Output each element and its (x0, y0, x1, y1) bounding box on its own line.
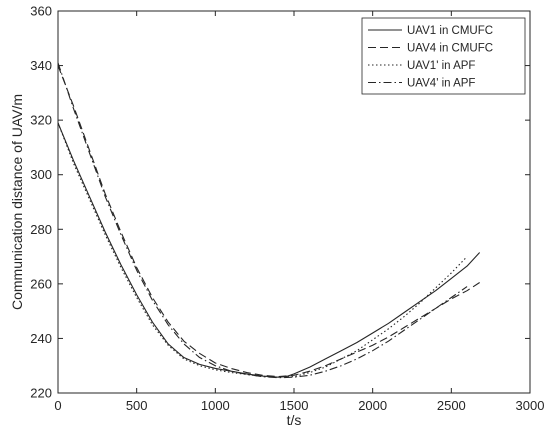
legend-label-2: UAV4 in CMUFC (407, 43, 493, 55)
legend-label-1: UAV1 in CMUFC (407, 25, 493, 37)
series-lines (57, 62, 481, 379)
x-tick-label: 0 (54, 398, 61, 413)
series-line-2 (57, 65, 480, 378)
y-tick-label: 360 (30, 4, 52, 19)
x-tick-label: 2500 (437, 398, 466, 413)
legend-label-3: UAV1' in APF (407, 60, 475, 72)
series-line-1 (57, 122, 481, 378)
y-tick-label: 320 (30, 113, 52, 128)
series-line-4 (57, 62, 468, 379)
y-tick-label: 300 (30, 167, 52, 182)
y-tick-label: 260 (30, 276, 52, 291)
y-axis-label: Communication distance of UAV/m (9, 94, 25, 310)
x-tick-label: 500 (126, 398, 148, 413)
x-tick-label: 1500 (280, 398, 309, 413)
x-tick-label: 1000 (201, 398, 230, 413)
y-tick-label: 220 (30, 386, 52, 401)
legend-box (361, 17, 526, 95)
y-tick-label: 280 (30, 222, 52, 237)
y-tick-label: 240 (30, 331, 52, 346)
axis-ticks: 0 500 1000 1500 2000 2500 3000 220 240 260 280 300 3… (30, 4, 544, 414)
legend: UAV1 in CMUFC UAV4 in CMUFC UAV1' in APF UA… (361, 17, 526, 95)
legend-label-4: UAV4' in APF (407, 78, 475, 90)
x-axis-label: t/s (287, 412, 302, 428)
series-line-3 (57, 122, 468, 378)
x-tick-label: 3000 (516, 398, 545, 413)
x-tick-label: 2000 (358, 398, 387, 413)
y-tick-label: 340 (30, 58, 52, 73)
